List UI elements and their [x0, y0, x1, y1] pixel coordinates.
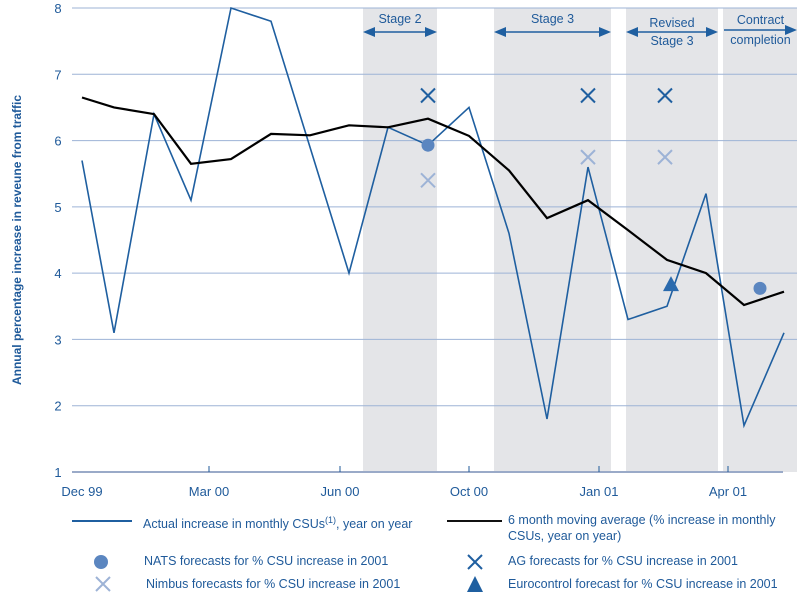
chart: 1 2 3 4 5 6 7 8 Dec 99 Mar 00 Jun 00 Oct 00 Jan 01 A…: [10, 1, 797, 499]
arrow-right-icon: [706, 27, 718, 37]
y-tick-label: 4: [54, 266, 61, 281]
arrow-right-icon: [425, 27, 437, 37]
y-axis-label: Annual percentage increase in reveune fr…: [10, 95, 24, 385]
y-tick-label: 7: [54, 67, 61, 82]
stage-label: Stage 3: [650, 34, 693, 48]
stage-shade-4: [723, 8, 797, 472]
x-tick-label: Dec 99: [61, 484, 102, 499]
legend-actual-label-tail: , year on year: [336, 517, 413, 532]
nimbus-forecast-marker: [420, 172, 436, 189]
stage-label: Revised: [649, 16, 694, 30]
x-mark-icon: [94, 575, 112, 597]
y-tick-label: 3: [54, 332, 61, 347]
legend-nimbus-label: Nimbus forecasts for % CSU increase in 2…: [146, 577, 401, 591]
triangle-icon: [466, 575, 484, 597]
stage-label: Contract: [737, 13, 785, 27]
x-axis-ticks: Dec 99 Mar 00 Jun 00 Oct 00 Jan 01 Apr 01: [61, 466, 747, 499]
nats-forecast-marker: [753, 281, 767, 295]
x-tick-label: Jan 01: [579, 484, 618, 499]
legend-actual-line-icon: [72, 520, 132, 522]
x-tick-label: Mar 00: [189, 484, 229, 499]
ag-forecast-marker: [657, 87, 673, 104]
legend-ag-label: AG forecasts for % CSU increase in 2001: [508, 554, 738, 568]
x-mark-icon: [466, 553, 484, 575]
stage-label: Stage 2: [378, 12, 421, 26]
stage-label: Stage 3: [531, 12, 574, 26]
circle-icon: [94, 555, 108, 569]
legend-actual-label: Actual increase in monthly CSUs: [143, 517, 326, 532]
stage-shade-2: [494, 8, 611, 472]
ag-forecast-marker: [420, 87, 436, 104]
x-tick-label: Jun 00: [320, 484, 359, 499]
arrow-left-icon: [626, 27, 638, 37]
legend-nats: NATS forecasts for % CSU increase in 200…: [94, 553, 434, 571]
arrow-left-icon: [494, 27, 506, 37]
nats-forecast-marker: [421, 138, 435, 152]
arrow-right-icon: [785, 25, 797, 35]
y-tick-label: 2: [54, 399, 61, 414]
nimbus-forecast-marker: [657, 149, 673, 165]
legend-moving-average-label-2: CSUs, year on year): [508, 529, 622, 543]
x-tick-label: Apr 01: [709, 484, 747, 499]
gridlines: [72, 7, 797, 407]
legend-eurocontrol-label: Eurocontrol forecast for % CSU increase …: [508, 577, 778, 591]
eurocontrol-forecast-marker: [663, 276, 679, 292]
nimbus-forecast-marker: [580, 149, 596, 165]
stage-label: completion: [730, 33, 790, 47]
legend-moving-average-label-1: 6 month moving average (% increase in mo…: [508, 513, 776, 527]
y-axis-ticks: 1 2 3 4 5 6 7 8: [54, 1, 61, 480]
y-tick-label: 1: [54, 465, 61, 480]
legend-nimbus: Nimbus forecasts for % CSU increase in 2…: [94, 575, 434, 593]
y-tick-label: 8: [54, 1, 61, 16]
x-tick-label: Oct 00: [450, 484, 488, 499]
ag-forecast-marker: [580, 87, 596, 104]
forecast-markers: [420, 87, 767, 295]
y-tick-label: 6: [54, 134, 61, 149]
arrow-left-icon: [363, 27, 375, 37]
arrow-right-icon: [599, 27, 611, 37]
stage-shade-1: [363, 8, 437, 472]
legend-nats-label: NATS forecasts for % CSU increase in 200…: [144, 554, 389, 568]
y-tick-label: 5: [54, 200, 61, 215]
stage-shading: [363, 8, 797, 472]
legend-moving-average-line-icon: [447, 520, 502, 522]
moving-average-line: [81, 96, 785, 307]
stage-annotations: Stage 2 Stage 3 Revised Stage 3 Contract comp…: [363, 12, 797, 48]
legend-actual-footnote: (1): [325, 515, 337, 525]
legend-ag: AG forecasts for % CSU increase in 2001: [466, 553, 806, 571]
legend-eurocontrol: Eurocontrol forecast for % CSU increase …: [466, 575, 806, 593]
